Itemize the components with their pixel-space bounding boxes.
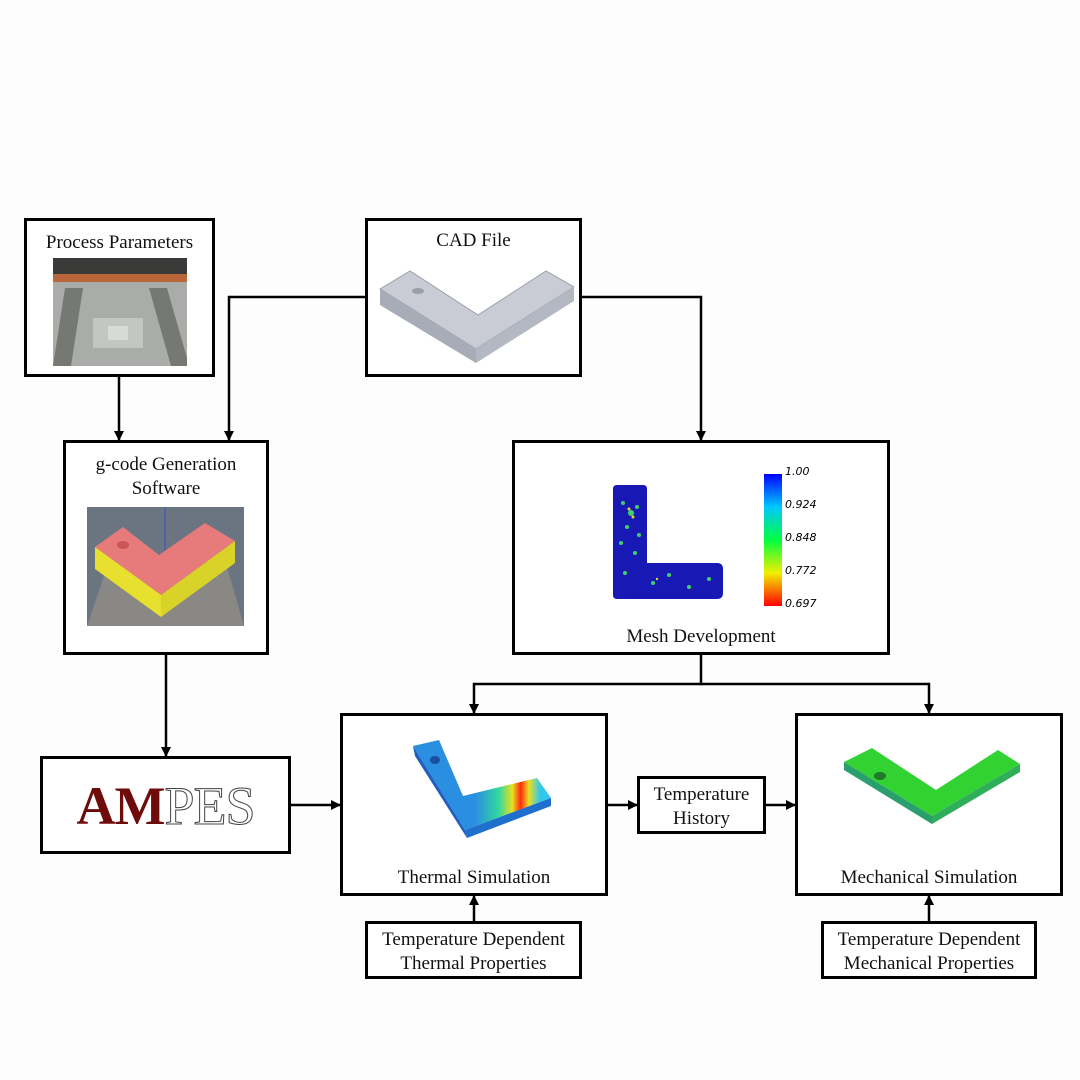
thermal-simulation-node: Thermal Simulation [340,713,608,896]
thermal-properties-label: Temperature Dependent Thermal Properties [382,929,565,974]
mechanical-simulation-node: Mechanical Simulation [795,713,1063,896]
printer-bed-photo [53,258,187,366]
mechanical-properties-node: Temperature Dependent Mechanical Propert… [821,921,1037,979]
arrow-mesh-to-thermal [469,655,703,714]
colorbar-tick: 0.772 [785,564,817,577]
mesh-development-label: Mesh Development [626,626,776,647]
thermal-simulation-label: Thermal Simulation [397,867,551,888]
mechanical-simulation-label: Mechanical Simulation [840,867,1018,888]
cad-file-label: CAD File [436,230,511,251]
colorbar-tick: 0.697 [785,597,817,610]
mesh-development-node: 1.00 0.924 0.848 0.772 0.697 Mesh Develo… [512,440,890,655]
colorbar-tick: 0.848 [785,531,817,544]
arrow-cad-to-mesh [582,295,706,441]
process-parameters-label: Process Parameters [45,232,194,253]
ampes-node: AMPES [40,756,291,854]
ampes-logo: AMPES [43,775,288,837]
gcode-generation-label: g-code Generation Software [95,454,237,499]
mechanical-properties-label: Temperature Dependent Mechanical Propert… [837,929,1021,974]
arrow-cad-to-gcode [224,295,365,441]
mechanical-simulation-plot [844,748,1020,824]
cad-l-bracket-model [379,270,574,363]
temperature-history-node: Temperature History [637,776,766,834]
colorbar-tick: 1.00 [785,465,810,478]
thermal-properties-node: Temperature Dependent Thermal Properties [365,921,582,979]
gcode-generation-node: g-code Generation Software [63,440,269,655]
cad-file-node: CAD File [365,218,582,377]
mesh-colorbar [764,474,782,606]
ampes-logo-pes: PES [164,776,256,837]
gcode-slicer-preview [87,507,244,626]
process-parameters-node: Process Parameters [24,218,215,377]
ampes-logo-am: AM [76,776,165,836]
thermal-simulation-plot [413,740,551,838]
arrow-mesh-to-mechanical [701,682,934,714]
temperature-history-label: Temperature History [653,784,750,829]
mesh-quality-plot [613,485,723,599]
colorbar-tick: 0.924 [785,498,817,511]
